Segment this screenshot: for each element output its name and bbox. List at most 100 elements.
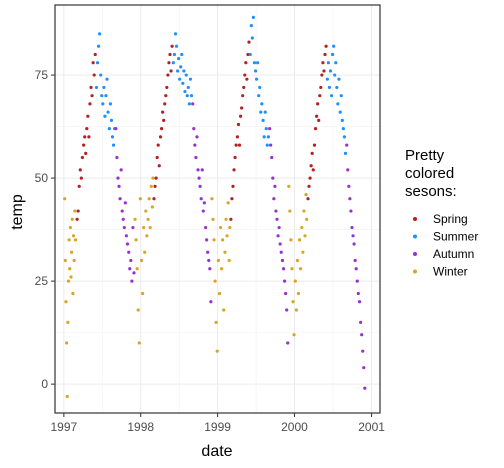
data-point-autumn: [276, 234, 279, 237]
data-point-autumn: [280, 251, 283, 254]
data-point-winter: [288, 209, 291, 212]
data-point-summer: [101, 102, 104, 105]
data-point-spring: [87, 135, 90, 138]
data-point-spring: [84, 152, 87, 155]
data-point-spring: [318, 94, 321, 97]
data-point-spring: [238, 144, 241, 147]
data-point-winter: [217, 259, 220, 262]
data-point-autumn: [201, 168, 204, 171]
data-point-summer: [339, 111, 342, 114]
data-point-summer: [105, 78, 108, 81]
data-point-autumn: [124, 201, 127, 204]
data-point-summer: [183, 90, 186, 93]
data-point-autumn: [128, 267, 131, 270]
data-point-autumn: [346, 168, 349, 171]
data-point-summer: [326, 78, 329, 81]
data-point-spring: [167, 61, 170, 64]
data-point-summer: [188, 102, 191, 105]
data-point-winter: [220, 267, 223, 270]
data-point-autumn: [270, 156, 273, 159]
data-point-winter: [69, 275, 72, 278]
data-point-spring: [163, 102, 166, 105]
data-point-autumn: [283, 280, 286, 283]
data-point-autumn: [362, 366, 365, 369]
data-point-summer: [172, 61, 175, 64]
data-point-autumn: [123, 226, 126, 229]
data-point-spring: [321, 61, 324, 64]
data-point-winter: [66, 395, 69, 398]
data-point-spring: [171, 45, 174, 48]
data-point-spring: [83, 135, 86, 138]
data-point-winter: [304, 193, 307, 196]
data-point-spring: [242, 86, 245, 89]
data-point-winter: [291, 300, 294, 303]
data-point-winter: [72, 234, 75, 237]
data-point-spring: [313, 144, 316, 147]
data-point-spring: [243, 73, 246, 76]
data-point-winter: [149, 226, 152, 229]
data-point-spring: [157, 144, 160, 147]
data-point-spring: [81, 156, 84, 159]
data-point-spring: [93, 73, 96, 76]
data-point-spring: [89, 86, 92, 89]
data-point-winter: [212, 238, 215, 241]
data-point-spring: [320, 73, 323, 76]
data-point-winter: [215, 321, 218, 324]
data-point-summer: [173, 53, 176, 56]
data-point-spring: [314, 127, 317, 130]
data-point-winter: [216, 350, 219, 353]
data-point-spring: [90, 94, 93, 97]
data-point-summer: [327, 61, 330, 64]
data-point-winter: [73, 259, 76, 262]
data-point-spring: [317, 119, 320, 122]
data-point-summer: [344, 152, 347, 155]
y-tick-label: 0: [41, 377, 48, 391]
data-point-summer: [328, 86, 331, 89]
data-point-autumn: [286, 341, 289, 344]
data-point-summer: [260, 102, 263, 105]
data-point-autumn: [121, 209, 124, 212]
data-point-summer: [252, 16, 255, 19]
data-point-winter: [144, 209, 147, 212]
data-point-spring: [240, 106, 243, 109]
data-point-autumn: [196, 168, 199, 171]
data-point-autumn: [204, 226, 207, 229]
data-point-summer: [104, 94, 107, 97]
data-point-spring: [315, 115, 318, 118]
data-point-winter: [67, 280, 70, 283]
data-point-summer: [253, 61, 256, 64]
data-point-autumn: [195, 135, 198, 138]
data-point-winter: [147, 218, 150, 221]
data-point-summer: [98, 32, 101, 35]
data-point-summer: [180, 53, 183, 56]
data-point-winter: [294, 280, 297, 283]
data-point-spring: [316, 102, 319, 105]
data-point-autumn: [357, 292, 360, 295]
data-point-summer: [342, 127, 345, 130]
data-point-winter: [289, 238, 292, 241]
data-point-autumn: [126, 242, 129, 245]
legend-label-winter: Winter: [433, 265, 468, 279]
data-point-summer: [267, 135, 270, 138]
data-point-spring: [235, 144, 238, 147]
legend-label-autumn: Autumn: [433, 247, 474, 261]
data-point-summer: [255, 78, 258, 81]
data-point-winter: [211, 218, 214, 221]
data-point-summer: [264, 111, 267, 114]
legend-key-spring: [413, 217, 417, 221]
data-point-summer: [100, 94, 103, 97]
data-point-summer: [112, 144, 115, 147]
data-point-winter: [221, 238, 224, 241]
data-point-summer: [182, 69, 185, 72]
data-point-summer: [181, 82, 184, 85]
data-point-spring: [245, 78, 248, 81]
data-point-winter: [301, 251, 304, 254]
data-point-summer: [186, 94, 189, 97]
data-point-winter: [290, 267, 293, 270]
data-point-winter: [142, 226, 145, 229]
data-point-winter: [218, 292, 221, 295]
data-point-winter: [299, 267, 302, 270]
x-tick-label: 1997: [50, 420, 77, 434]
data-point-spring: [308, 176, 311, 179]
